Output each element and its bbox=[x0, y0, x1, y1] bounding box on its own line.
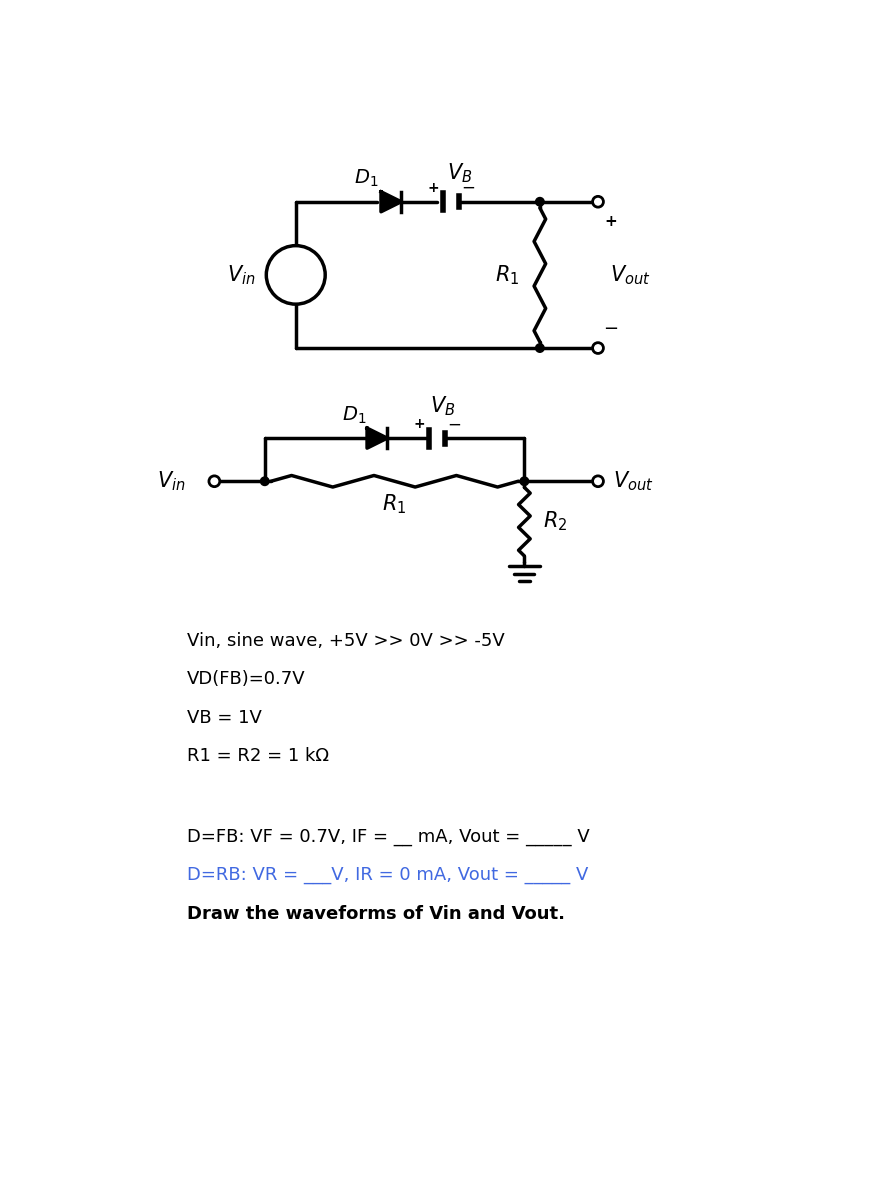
Circle shape bbox=[592, 476, 602, 487]
Circle shape bbox=[592, 197, 602, 208]
Circle shape bbox=[535, 198, 544, 206]
Text: $\mathit{R_1}$: $\mathit{R_1}$ bbox=[495, 263, 519, 287]
Text: −: − bbox=[460, 179, 474, 197]
Text: +: + bbox=[427, 181, 439, 194]
Circle shape bbox=[209, 476, 219, 487]
Circle shape bbox=[592, 343, 602, 354]
Text: −: − bbox=[296, 280, 310, 298]
Text: R1 = R2 = 1 kΩ: R1 = R2 = 1 kΩ bbox=[187, 748, 329, 766]
Text: VB = 1V: VB = 1V bbox=[187, 709, 262, 727]
Text: +: + bbox=[299, 256, 312, 270]
Text: +: + bbox=[604, 214, 617, 228]
Polygon shape bbox=[381, 192, 401, 211]
Text: $\mathit{V_{out}}$: $\mathit{V_{out}}$ bbox=[610, 263, 650, 287]
Text: −: − bbox=[602, 319, 618, 338]
Circle shape bbox=[519, 478, 528, 486]
Circle shape bbox=[260, 478, 268, 486]
Text: $\mathit{V_B}$: $\mathit{V_B}$ bbox=[446, 162, 472, 185]
Text: $\mathit{R_2}$: $\mathit{R_2}$ bbox=[543, 510, 567, 534]
Text: $\mathit{V_{in}}$: $\mathit{V_{in}}$ bbox=[157, 469, 186, 493]
Text: $\mathit{V_B}$: $\mathit{V_B}$ bbox=[430, 394, 455, 418]
Text: +: + bbox=[413, 418, 425, 431]
Text: $\mathit{D_1}$: $\mathit{D_1}$ bbox=[353, 168, 378, 190]
Text: Draw the waveforms of Vin and Vout.: Draw the waveforms of Vin and Vout. bbox=[187, 905, 565, 923]
Text: $\mathit{R_1}$: $\mathit{R_1}$ bbox=[382, 492, 406, 516]
Text: D=RB: VR = ___V, IR = 0 mA, Vout = _____ V: D=RB: VR = ___V, IR = 0 mA, Vout = _____… bbox=[187, 866, 588, 884]
Circle shape bbox=[535, 344, 544, 353]
Text: D=FB: VF = 0.7V, IF = __ mA, Vout = _____ V: D=FB: VF = 0.7V, IF = __ mA, Vout = ____… bbox=[187, 828, 589, 846]
Text: Vin, sine wave, +5V >> 0V >> -5V: Vin, sine wave, +5V >> 0V >> -5V bbox=[187, 631, 504, 649]
Text: $\mathit{V_{in}}$: $\mathit{V_{in}}$ bbox=[227, 263, 255, 287]
Text: $\mathit{D_1}$: $\mathit{D_1}$ bbox=[341, 404, 366, 426]
Text: −: − bbox=[446, 415, 460, 433]
Text: VD(FB)=0.7V: VD(FB)=0.7V bbox=[187, 670, 305, 688]
Polygon shape bbox=[367, 428, 387, 448]
Circle shape bbox=[266, 246, 324, 304]
Text: $\mathit{V_{out}}$: $\mathit{V_{out}}$ bbox=[612, 469, 652, 493]
